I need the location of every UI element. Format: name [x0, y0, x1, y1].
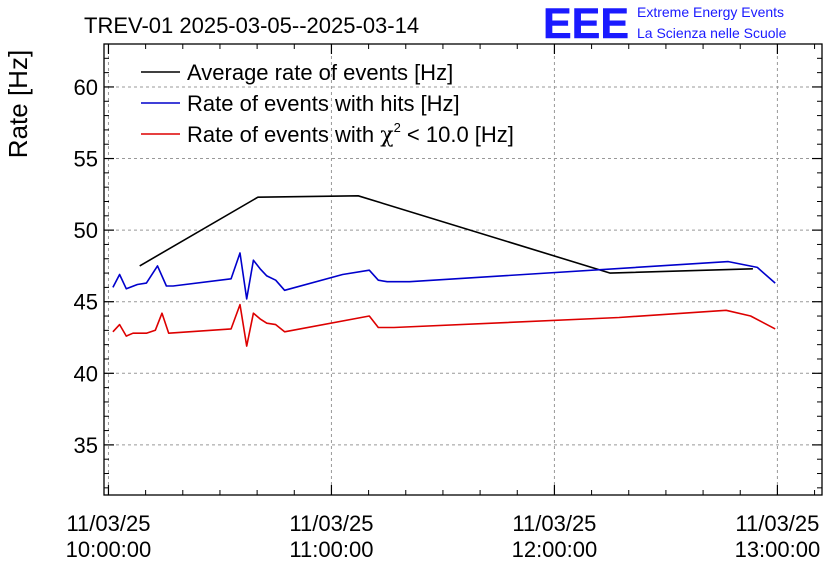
y-tick-label: 45: [74, 290, 98, 315]
x-tick-label-date: 11/03/25: [66, 511, 150, 536]
legend-label-hits: Rate of events with hits [Hz]: [187, 91, 460, 116]
chart-title: TREV-01 2025-03-05--2025-03-14: [84, 13, 419, 38]
series-rate-chi2: [112, 303, 776, 347]
tick-layer: [104, 43, 822, 495]
x-tick-labels: 11/03/2510:00:0011/03/2511:00:0011/03/25…: [66, 511, 821, 562]
plot-frame: [103, 43, 823, 496]
y-axis-label: Rate [Hz]: [3, 50, 33, 158]
eee-logo: EEE: [543, 0, 629, 48]
x-tick-label-time: 12:00:00: [512, 537, 598, 562]
legend-label-chi2: Rate of events with χ2 < 10.0 [Hz]: [187, 120, 514, 148]
chi-symbol: χ: [380, 123, 393, 148]
org-name-line1: Extreme Energy Events: [637, 4, 784, 20]
x-tick-label-time: 11:00:00: [289, 537, 373, 562]
legend-label-average: Average rate of events [Hz]: [187, 60, 453, 85]
x-tick-label-date: 11/03/25: [512, 511, 596, 536]
x-tick-label-time: 13:00:00: [735, 537, 821, 562]
x-tick-label-date: 11/03/25: [735, 511, 819, 536]
y-tick-label: 60: [74, 75, 98, 100]
chi-superscript: 2: [394, 120, 401, 135]
y-tick-label: 40: [74, 361, 98, 386]
org-name-line2: La Scienza nelle Scuole: [637, 25, 787, 41]
series-rate-with-hits: [112, 252, 776, 300]
y-tick-label: 35: [74, 433, 98, 458]
x-tick-label-date: 11/03/25: [289, 511, 373, 536]
series-average-rate: [139, 195, 753, 274]
legend-label-chi2-prefix: Rate of events with: [187, 122, 380, 147]
y-tick-label: 55: [74, 147, 98, 172]
x-tick-label-time: 10:00:00: [66, 537, 152, 562]
legend: Average rate of events [Hz] Rate of even…: [141, 60, 514, 148]
y-tick-labels: 35 40 45 50 55 60: [74, 75, 98, 458]
series-layer: [112, 195, 776, 347]
y-tick-label: 50: [74, 218, 98, 243]
legend-label-chi2-suffix: < 10.0 [Hz]: [401, 122, 514, 147]
